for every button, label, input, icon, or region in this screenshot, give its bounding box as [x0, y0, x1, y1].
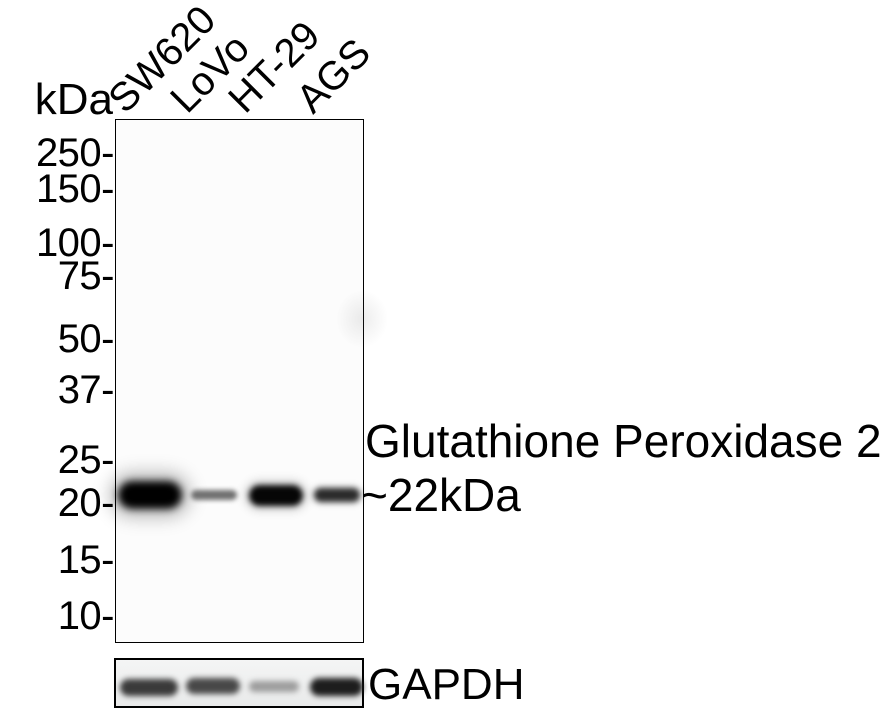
mw-marker-25: 25- [57, 438, 115, 482]
target-band-sw620 [118, 481, 182, 509]
control-band-ags [309, 678, 363, 696]
target-band-ht29 [249, 484, 303, 506]
target-annotation: Glutathione Peroxidase 2 ~22kDa [361, 414, 882, 522]
target-molecular-weight: ~22kDa [361, 469, 521, 521]
mw-marker-50: 50- [57, 317, 115, 361]
control-band-lovo [186, 678, 240, 694]
mw-marker-15: 15- [57, 538, 115, 582]
blot-panel-target [115, 119, 388, 643]
blot-panel-loading-control [114, 658, 364, 708]
mw-marker-75: 75- [57, 254, 115, 298]
mw-marker-37: 37- [57, 368, 115, 412]
control-band-ht29 [249, 680, 299, 692]
mw-marker-250: 250- [35, 131, 115, 175]
mw-marker-100: 100- [35, 221, 115, 265]
mw-marker-10: 10- [57, 594, 115, 638]
mw-marker-20: 20- [57, 481, 115, 525]
target-band-lovo [191, 490, 237, 500]
loading-control-label: GAPDH [368, 660, 525, 709]
mw-marker-150: 150- [35, 167, 115, 211]
control-band-sw620 [120, 678, 178, 696]
kda-unit-label: kDa [34, 75, 113, 124]
target-protein-name: Glutathione Peroxidase 2 [365, 415, 882, 467]
target-band-ags [314, 488, 360, 502]
